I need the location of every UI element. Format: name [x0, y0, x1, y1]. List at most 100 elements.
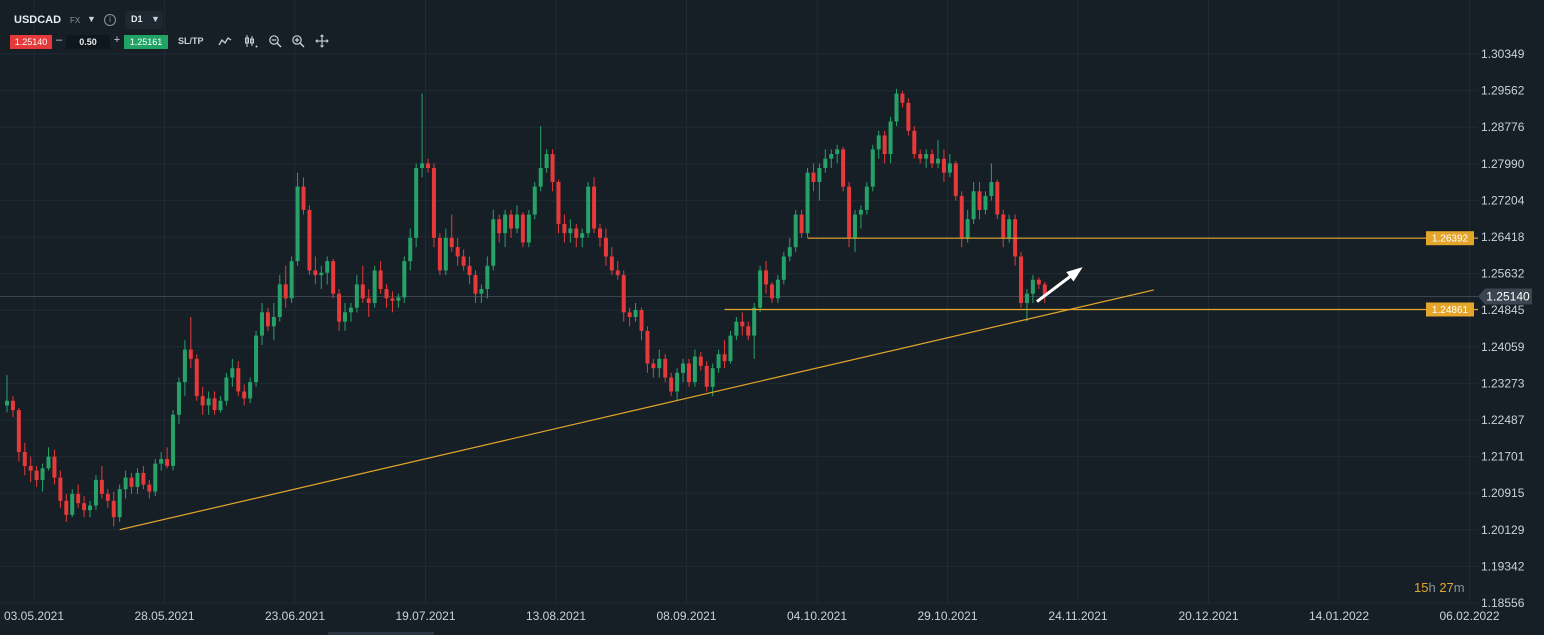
candle-body	[775, 279, 780, 299]
candle-body	[924, 154, 929, 159]
candle-body	[366, 298, 371, 304]
date-tick-label: 19.07.2021	[395, 609, 455, 623]
candle-body	[200, 396, 205, 406]
candle-body	[710, 368, 715, 387]
sltp-button[interactable]: SL/TP	[178, 36, 204, 46]
candle-body	[265, 312, 270, 327]
market-label: FX	[70, 16, 81, 25]
line-chart-icon[interactable]	[218, 34, 232, 48]
candle-body	[171, 414, 176, 466]
candle-body	[325, 261, 330, 273]
price-tick-label: 1.29562	[1481, 84, 1525, 98]
current-price-label: 1.25140	[1486, 289, 1530, 303]
date-tick-label: 06.02.2022	[1439, 609, 1499, 623]
date-tick-label: 04.10.2021	[787, 609, 847, 623]
zoom-in-icon[interactable]	[291, 34, 305, 48]
candle-body	[728, 335, 733, 362]
candle-body	[669, 377, 674, 392]
candle-body	[787, 247, 792, 257]
price-tick-label: 1.20915	[1481, 486, 1525, 500]
candle-body	[16, 410, 21, 452]
candle-body	[1007, 219, 1012, 238]
candle-body	[295, 186, 300, 262]
candle-body	[414, 168, 419, 238]
candle-body	[431, 168, 436, 238]
candle-body	[888, 121, 893, 155]
candle-body	[176, 382, 181, 415]
candle-body	[811, 172, 816, 182]
candle-body	[912, 130, 917, 155]
candle-body	[248, 382, 253, 399]
candle-body	[746, 326, 751, 336]
candles-settings-icon[interactable]	[244, 34, 258, 48]
chevron-down-icon: ▼	[151, 14, 160, 24]
time-scrollbar[interactable]	[328, 632, 434, 635]
candle-body	[1036, 279, 1041, 285]
support-trendline[interactable]	[119, 289, 1154, 531]
symbol-label[interactable]: USDCAD	[14, 14, 62, 26]
drawings[interactable]: 1.26392 1.24861	[119, 231, 1478, 531]
candle-body	[396, 297, 401, 301]
zoom-out-icon[interactable]	[268, 34, 282, 48]
price-tick-label: 1.26418	[1481, 230, 1525, 244]
candle-body	[443, 237, 448, 271]
price-tick-label: 1.19342	[1481, 559, 1525, 573]
time-axis[interactable]: 03.05.2021 28.05.2021 23.06.2021 19.07.2021…	[4, 609, 1500, 635]
candle-body	[76, 493, 81, 504]
candle-body	[461, 256, 466, 266]
price-tick-label: 1.20129	[1481, 523, 1525, 537]
candle-body	[598, 228, 602, 238]
candle-body	[437, 237, 442, 271]
candle-body	[206, 398, 211, 406]
candle-body	[52, 456, 57, 478]
candle-body	[544, 154, 549, 169]
symbol-dropdown-icon[interactable]: ▼	[87, 14, 96, 24]
timeframe-selector[interactable]: D1 ▼	[125, 11, 163, 29]
candle-body	[153, 463, 158, 492]
candle-body	[99, 479, 104, 494]
candle-body	[343, 312, 348, 322]
candle-body	[455, 247, 460, 257]
timer-hours-unit: h	[1428, 580, 1436, 595]
candle-body	[615, 270, 620, 276]
candle-body	[485, 265, 490, 290]
date-tick-label: 23.06.2021	[265, 609, 325, 623]
candle-body	[983, 195, 988, 210]
candle-body	[289, 261, 294, 299]
decrease-quantity-button[interactable]: –	[55, 34, 63, 46]
candle-body	[283, 284, 288, 299]
candle-body	[159, 458, 164, 464]
candle-body	[105, 493, 110, 501]
candle-body	[70, 493, 75, 515]
price-axis[interactable]: 1.30349 1.29562 1.28776 1.27990 1.27204 1.264…	[1478, 47, 1532, 610]
candle-body	[852, 214, 857, 238]
candle-body	[686, 363, 691, 383]
candle-body	[675, 372, 680, 392]
info-icon[interactable]: i	[104, 14, 116, 26]
candle-body	[354, 284, 359, 308]
candle-body	[473, 275, 478, 294]
price-tick-label: 1.24059	[1481, 340, 1525, 354]
candle-body	[384, 289, 389, 299]
candle-body	[930, 154, 935, 164]
candle-body	[1019, 256, 1024, 304]
candle-body	[1024, 293, 1029, 304]
quantity-input[interactable]: 0.50	[66, 35, 110, 49]
candles	[5, 88, 1047, 527]
candle-body	[805, 172, 810, 234]
crosshair-icon[interactable]	[315, 34, 329, 48]
candle-body	[360, 284, 365, 299]
timeframe-label: D1	[131, 14, 143, 24]
candle-body	[449, 237, 454, 248]
sell-button[interactable]: 1.25140	[10, 35, 52, 49]
candle-body	[586, 186, 591, 234]
candle-body	[271, 316, 276, 327]
buy-button[interactable]: 1.25161	[124, 35, 168, 49]
timer-minutes-unit: m	[1453, 580, 1465, 595]
candle-body	[277, 284, 282, 317]
increase-quantity-button[interactable]: +	[113, 34, 121, 46]
candle-body	[989, 181, 994, 196]
candle-body	[46, 456, 51, 469]
candle-body	[509, 214, 514, 229]
